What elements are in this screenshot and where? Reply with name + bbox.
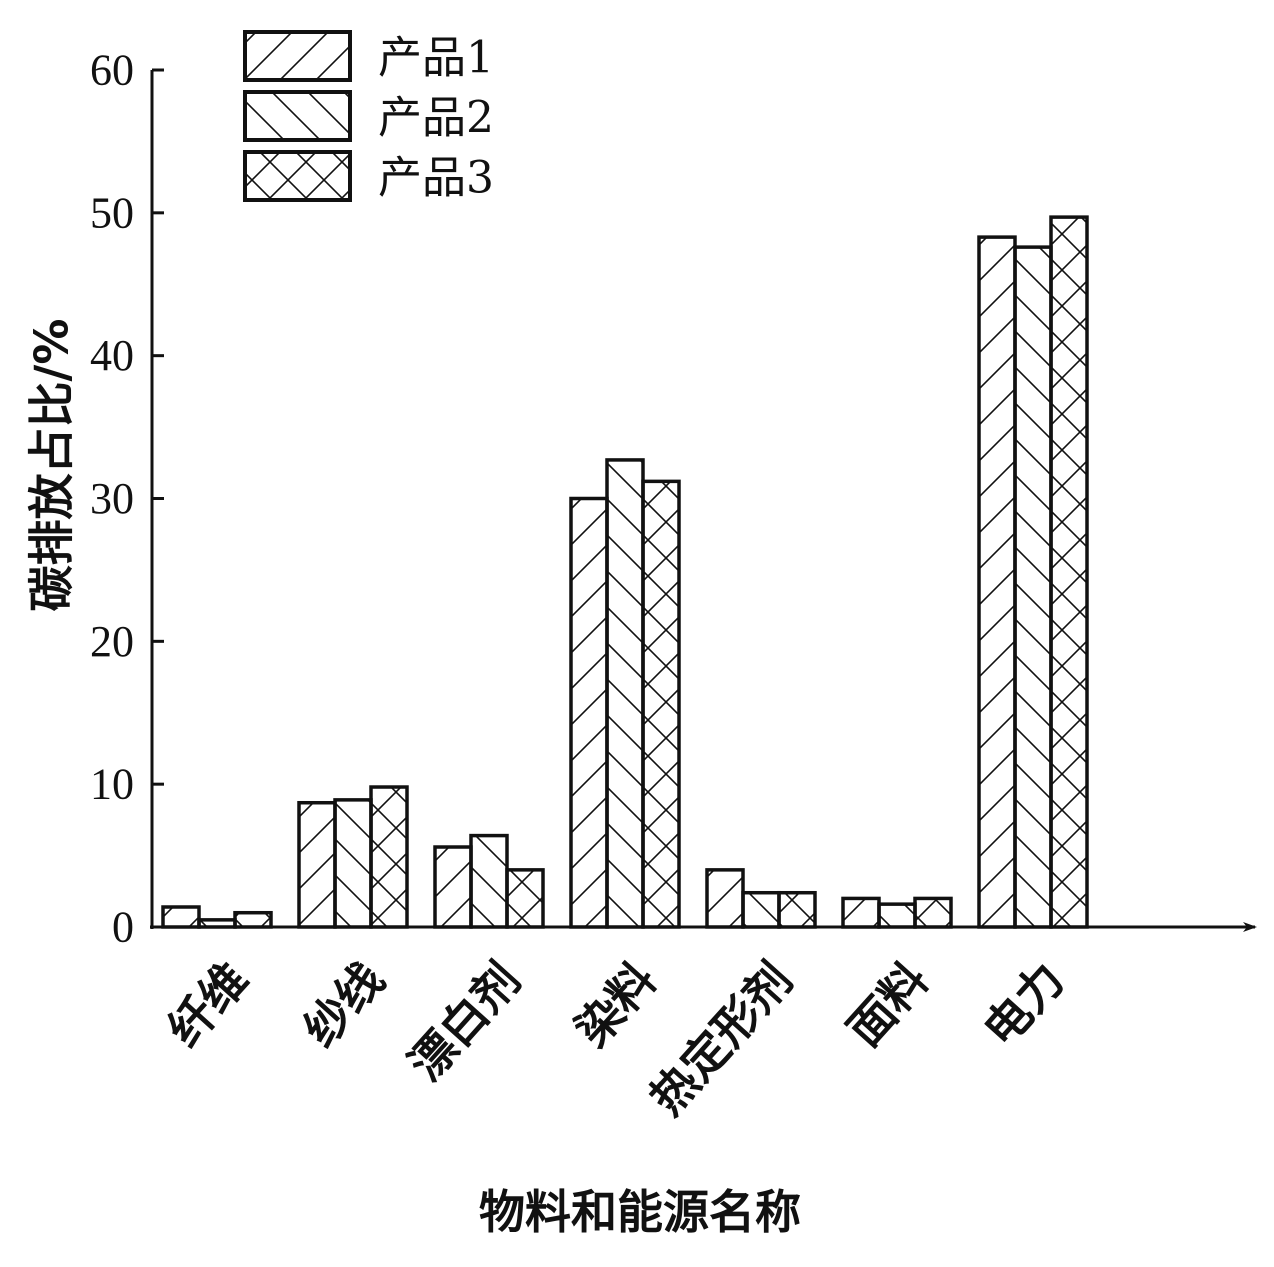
bar-1-2 — [297, 800, 337, 929]
y-tick-label: 50 — [90, 188, 134, 237]
bar-1-5 — [705, 868, 745, 929]
bar-2-5 — [741, 890, 781, 929]
bar-3-2 — [369, 785, 409, 929]
legend-label-2: 产品2 — [378, 93, 494, 144]
y-tick-label: 30 — [90, 474, 134, 523]
legend-swatch-1 — [243, 30, 352, 82]
x-category-label: 染料 — [565, 952, 667, 1057]
legend-swatch-2 — [243, 90, 352, 142]
bar-1-1 — [161, 905, 201, 929]
x-category-label: 纱线 — [293, 952, 395, 1057]
y-axis-title: 碳排放占比/% — [25, 319, 79, 612]
x-category-label: 热定形剂 — [639, 952, 802, 1125]
x-axis-title: 物料和能源名称 — [479, 1185, 801, 1239]
bar-1-3 — [433, 845, 473, 929]
x-category-label: 面料 — [837, 952, 939, 1057]
bar-3-5 — [777, 890, 817, 929]
y-tick-label: 10 — [90, 760, 134, 809]
bar-3-1 — [233, 910, 273, 929]
bars-layer — [161, 215, 1089, 929]
bar-3-3 — [505, 868, 545, 929]
bar-2-3 — [469, 833, 509, 929]
y-tick-label: 60 — [90, 46, 134, 95]
bar-2-2 — [333, 798, 373, 929]
y-tick-label: 20 — [90, 617, 134, 666]
bar-1-4 — [569, 496, 609, 929]
y-tick-label: 40 — [90, 331, 134, 380]
bar-2-7 — [1013, 245, 1053, 929]
bar-1-6 — [841, 896, 881, 929]
bar-2-6 — [877, 902, 917, 929]
legend-label-3: 产品3 — [378, 153, 494, 204]
bar-3-6 — [913, 896, 953, 929]
x-category-label: 纤维 — [157, 952, 259, 1057]
x-category-label: 电力 — [973, 952, 1075, 1057]
bar-3-4 — [641, 479, 681, 929]
legend-swatch-3 — [243, 150, 352, 202]
y-tick-label: 0 — [112, 903, 134, 952]
legend: 产品1 产品2 产品3 — [243, 30, 494, 204]
bar-3-7 — [1049, 215, 1089, 929]
legend-label-1: 产品1 — [378, 33, 494, 84]
y-ticks-layer: 0 10 20 30 40 50 60 — [90, 46, 164, 952]
bar-2-4 — [605, 458, 645, 929]
x-category-label: 漂白剂 — [398, 952, 530, 1091]
bar-1-7 — [977, 235, 1017, 929]
